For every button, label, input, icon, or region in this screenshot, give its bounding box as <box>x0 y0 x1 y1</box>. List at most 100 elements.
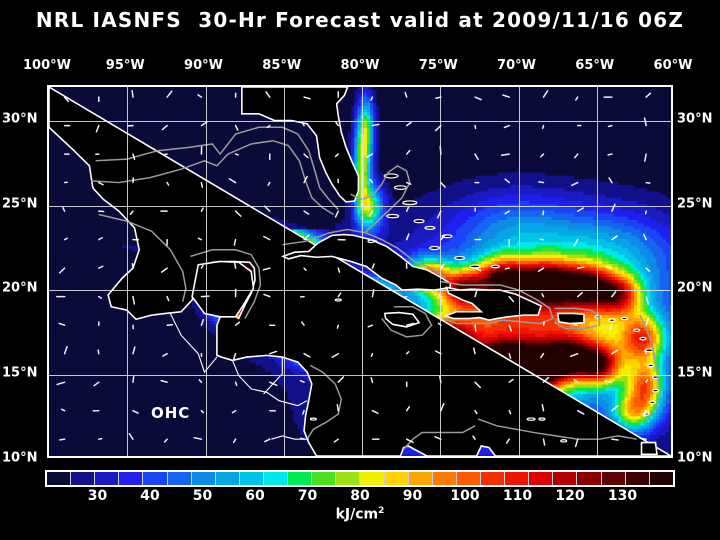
current-vector-223 <box>303 96 311 100</box>
figure-title: NRL IASNFS 30-Hr Forecast valid at 2009/… <box>0 8 720 32</box>
lat-tick-left-0: 30°N <box>2 111 37 126</box>
current-vector-136 <box>405 233 410 241</box>
current-vector-109 <box>98 265 104 269</box>
lon-tick-3: 85°W <box>262 58 301 73</box>
current-vector-151 <box>303 210 310 215</box>
current-vector-163 <box>98 181 104 186</box>
current-vector-92 <box>132 295 136 305</box>
current-vector-175 <box>504 178 510 184</box>
current-vector-225 <box>370 96 374 101</box>
current-vector-154 <box>405 206 410 212</box>
island-9 <box>490 264 500 269</box>
current-vector-135 <box>371 238 378 242</box>
land-trinidad <box>640 441 658 456</box>
current-vector-69 <box>569 352 579 358</box>
colorbar-tick-8: 110 <box>503 488 532 504</box>
island-25 <box>560 439 568 443</box>
current-vector-178 <box>608 177 613 184</box>
current-vector-39 <box>160 379 168 383</box>
current-vector-63 <box>370 352 374 358</box>
current-vector-125 <box>645 267 651 272</box>
current-vector-45 <box>370 377 374 383</box>
current-vector-211 <box>503 124 510 129</box>
current-vector-226 <box>404 91 408 98</box>
current-vector-80 <box>336 324 339 329</box>
current-vector-23 <box>231 409 237 414</box>
current-vector-86 <box>542 321 545 326</box>
current-vectors <box>56 89 652 448</box>
current-vector-120 <box>474 267 482 272</box>
contour-12 <box>402 425 476 450</box>
colorbar-segment-4 <box>143 472 168 485</box>
current-vector-110 <box>131 262 134 269</box>
contour-2 <box>98 213 187 302</box>
current-vector-146 <box>129 210 134 215</box>
current-vector-30 <box>474 409 478 415</box>
current-vector-42 <box>269 381 278 387</box>
lon-tick-7: 65°W <box>575 58 614 73</box>
current-vector-12 <box>472 435 476 440</box>
current-vector-98 <box>337 292 342 298</box>
island-16 <box>639 336 647 341</box>
current-vector-40 <box>198 379 203 383</box>
current-vector-96 <box>263 293 271 298</box>
current-vector-3 <box>163 438 168 443</box>
island-0 <box>383 173 399 179</box>
current-vector-165 <box>166 181 170 186</box>
colorbar-unit-text: kJ/cm <box>336 507 379 523</box>
current-vector-1 <box>98 437 103 440</box>
current-vector-130 <box>197 237 203 241</box>
colorbar-tick-9: 120 <box>555 488 584 504</box>
colorbar-segment-14 <box>384 472 409 485</box>
current-vector-127 <box>98 237 103 241</box>
border-2 <box>221 356 308 407</box>
colorbar-segment-24 <box>625 472 650 485</box>
lat-tick-right-0: 30°N <box>677 111 712 126</box>
current-vector-51 <box>573 378 579 383</box>
current-vector-219 <box>166 90 173 98</box>
current-vector-193 <box>500 153 510 157</box>
current-vector-52 <box>604 380 613 383</box>
current-vector-194 <box>540 153 545 158</box>
gridline-lon-1 <box>127 87 128 456</box>
island-10 <box>429 245 441 251</box>
current-vector-108 <box>58 267 66 274</box>
colorbar-segment-19 <box>505 472 530 485</box>
colorbar-tick-2: 50 <box>193 488 212 504</box>
gridline-lat-1 <box>49 206 671 207</box>
gridline-lon-6 <box>519 87 520 456</box>
current-vector-61 <box>303 352 311 358</box>
current-vector-218 <box>131 89 134 98</box>
island-3 <box>386 213 400 219</box>
map-canvas: OHC <box>49 87 671 456</box>
gridline-lon-2 <box>206 87 207 456</box>
current-vector-77 <box>234 321 241 326</box>
contour-3 <box>190 248 262 319</box>
current-vector-56 <box>132 346 136 355</box>
current-vector-229 <box>502 94 510 98</box>
island-18 <box>647 363 655 368</box>
current-vector-141 <box>573 238 579 247</box>
colorbar-segment-15 <box>408 472 433 485</box>
current-vector-84 <box>474 324 477 332</box>
colorbar-segment-7 <box>215 472 240 485</box>
current-vector-41 <box>234 381 238 387</box>
lat-tick-right-4: 10°N <box>677 451 712 466</box>
current-vector-59 <box>232 352 237 360</box>
current-vector-208 <box>405 121 412 127</box>
current-vector-143 <box>643 233 647 241</box>
colorbar-segment-25 <box>649 472 673 485</box>
contour-7 <box>381 305 433 338</box>
current-vector-76 <box>200 318 205 326</box>
current-vector-88 <box>609 324 613 330</box>
current-vector-43 <box>299 379 305 383</box>
island-14 <box>620 316 628 321</box>
land-yucatan_ext <box>191 260 255 318</box>
current-vector-81 <box>367 324 374 328</box>
island-17 <box>644 348 654 353</box>
current-vector-137 <box>440 234 446 241</box>
current-vector-228 <box>474 96 482 101</box>
lat-tick-left-1: 25°N <box>2 196 37 211</box>
current-vector-122 <box>537 267 545 273</box>
current-vector-79 <box>300 321 305 326</box>
